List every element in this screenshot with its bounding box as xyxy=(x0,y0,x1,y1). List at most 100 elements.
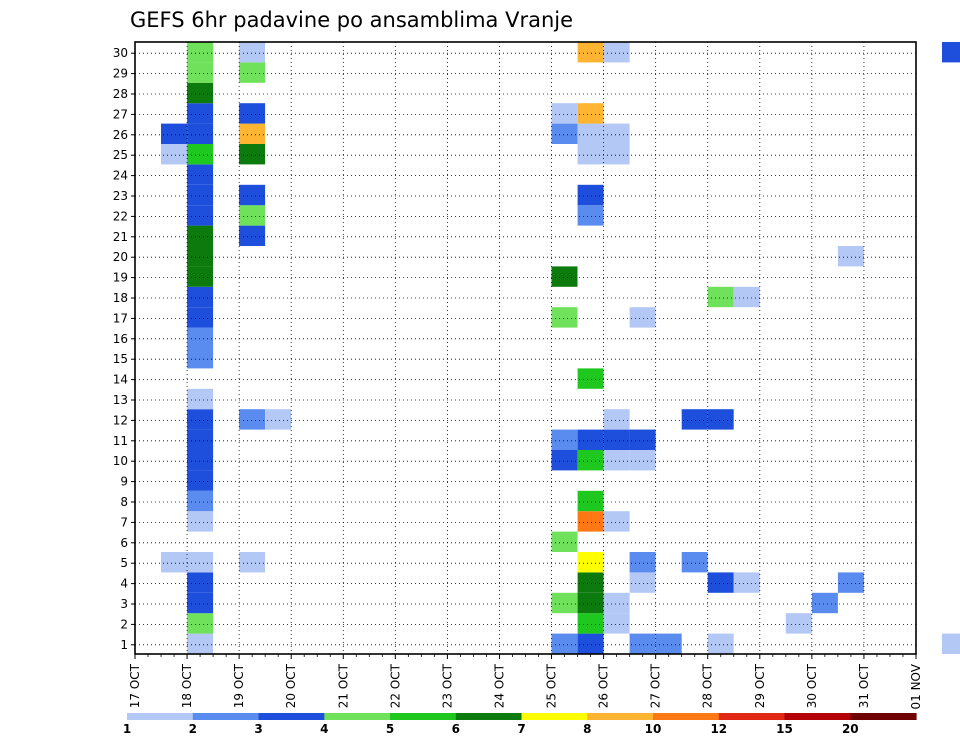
heatmap-cell xyxy=(161,123,187,144)
x-tick-label: 21 OCT xyxy=(336,663,350,708)
heatmap-cell xyxy=(577,429,604,450)
y-tick-label: 29 xyxy=(113,67,128,81)
heatmap-cell xyxy=(733,572,760,593)
y-tick-label: 21 xyxy=(113,230,128,244)
heatmap-cell xyxy=(603,511,630,532)
x-tick-label: 20 OCT xyxy=(284,663,298,708)
heatmap-cell xyxy=(551,307,578,328)
legend-level-label: 7 xyxy=(517,722,525,736)
y-tick-label: 20 xyxy=(113,250,128,264)
heatmap-cell xyxy=(239,103,266,124)
legend-level-label: 1 xyxy=(123,722,131,736)
heatmap-cell xyxy=(577,592,604,614)
heatmap-cell xyxy=(239,123,266,144)
heatmap-cell xyxy=(187,572,214,593)
y-tick-label: 15 xyxy=(113,352,128,366)
heatmap-cell xyxy=(239,184,266,206)
heatmap-cell xyxy=(577,633,604,654)
y-tick-label: 17 xyxy=(113,311,128,325)
heatmap-cell xyxy=(187,42,214,63)
heatmap-cell xyxy=(603,123,630,144)
heatmap-cell xyxy=(577,103,604,124)
heatmap-cell xyxy=(239,42,266,63)
heatmap-cell xyxy=(161,552,187,573)
y-tick-label: 18 xyxy=(113,291,128,305)
heatmap-cell xyxy=(942,633,960,654)
heatmap-cell xyxy=(187,144,214,165)
legend-color-swatch xyxy=(192,713,260,720)
color-legend: 1 2 3 4 5 6 7 8 10 12 15 20 xyxy=(123,713,917,736)
y-tick-label: 8 xyxy=(120,495,128,509)
legend-color-swatch xyxy=(324,713,391,720)
y-tick-label: 9 xyxy=(120,475,128,489)
x-tick-label: 29 OCT xyxy=(753,663,767,708)
heatmap-cell xyxy=(187,205,214,226)
heatmap-cell xyxy=(551,123,578,144)
y-tick-label: 19 xyxy=(113,271,128,285)
heatmap-cell xyxy=(187,633,214,654)
heatmap-cell xyxy=(187,82,214,104)
legend-color-swatch xyxy=(455,713,523,720)
heatmap-cell xyxy=(629,450,656,471)
heatmap-cell xyxy=(603,144,630,165)
heatmap-cell xyxy=(551,103,578,124)
heatmap-cell xyxy=(187,470,214,491)
y-tick-label: 30 xyxy=(113,46,128,60)
heatmap-cell xyxy=(707,286,734,308)
heatmap-cell xyxy=(707,409,734,430)
y-tick-label: 24 xyxy=(113,169,128,183)
heatmap-cell xyxy=(187,225,214,246)
heatmap-cell xyxy=(187,62,214,83)
legend-color-swatch xyxy=(653,713,720,720)
heatmap-cell xyxy=(187,552,214,573)
x-tick-label: 18 OCT xyxy=(180,663,194,708)
heatmap-cell xyxy=(577,511,604,532)
heatmap-cell xyxy=(577,42,604,63)
heatmap-cell xyxy=(239,205,266,226)
legend-color-swatch xyxy=(718,713,786,720)
x-tick-label: 24 OCT xyxy=(492,663,506,708)
x-tick-label: 27 OCT xyxy=(649,663,663,708)
y-tick-label: 1 xyxy=(120,638,128,652)
heatmap-cell xyxy=(187,592,214,614)
legend-color-swatch xyxy=(587,713,654,720)
heatmap-cell xyxy=(577,552,604,573)
heatmap-cell xyxy=(733,286,760,308)
heatmap-cell xyxy=(603,592,630,614)
heatmap-cell xyxy=(187,450,214,471)
x-tick-label: 26 OCT xyxy=(597,663,611,708)
heatmap-cell xyxy=(187,490,214,512)
heatmap-cell xyxy=(577,572,604,593)
y-tick-label: 7 xyxy=(120,515,128,529)
legend-level-label: 20 xyxy=(842,722,859,736)
x-tick-label: 28 OCT xyxy=(701,663,715,708)
heatmap-cell xyxy=(577,144,604,165)
legend-color-swatch xyxy=(258,713,325,720)
cells-layer xyxy=(161,42,960,654)
heatmap-cell xyxy=(551,633,578,654)
legend-color-swatch xyxy=(521,713,588,720)
legend-color-swatch xyxy=(850,713,917,720)
heatmap-cell xyxy=(603,613,630,634)
x-axis: 17 OCT 18 OCT 19 OCT 20 OCT 21 OCT 22 OCT 23 O… xyxy=(128,654,923,710)
heatmap-cell xyxy=(551,266,578,287)
heatmap-cell xyxy=(187,409,214,430)
legend-level-label: 12 xyxy=(710,722,727,736)
heatmap-cell xyxy=(187,429,214,450)
y-tick-label: 25 xyxy=(113,148,128,162)
heatmap-cell xyxy=(655,633,682,654)
heatmap-cell xyxy=(837,246,864,267)
x-tick-label: 01 NOV xyxy=(909,663,923,709)
y-tick-label: 12 xyxy=(113,413,128,427)
y-tick-label: 23 xyxy=(113,189,128,203)
heatmap-cell xyxy=(187,613,214,634)
x-tick-label: 30 OCT xyxy=(805,663,819,708)
legend-level-label: 5 xyxy=(386,722,394,736)
y-tick-label: 10 xyxy=(113,454,128,468)
heatmap-cell xyxy=(187,103,214,124)
heatmap-cell xyxy=(577,368,604,389)
legend-color-swatch xyxy=(390,713,457,720)
heatmap-cell xyxy=(161,144,187,165)
y-tick-label: 27 xyxy=(113,107,128,121)
heatmap-cell xyxy=(551,531,578,552)
